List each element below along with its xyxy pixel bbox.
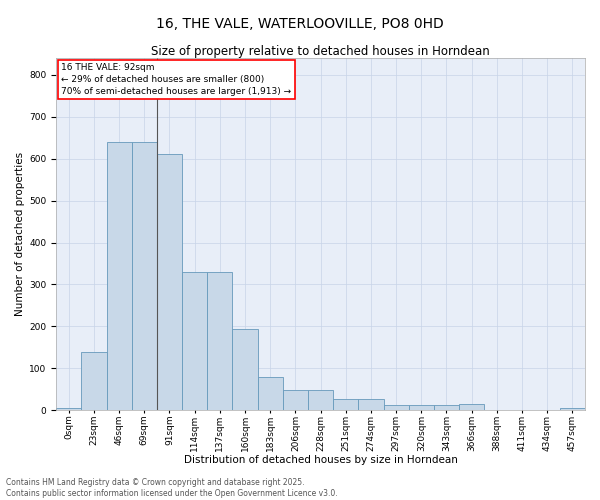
Y-axis label: Number of detached properties: Number of detached properties [15, 152, 25, 316]
Text: Contains HM Land Registry data © Crown copyright and database right 2025.
Contai: Contains HM Land Registry data © Crown c… [6, 478, 338, 498]
Bar [308, 390, 333, 410]
Bar [383, 406, 409, 410]
Bar [207, 272, 232, 410]
Bar [131, 142, 157, 410]
Bar [459, 404, 484, 410]
Bar [82, 352, 107, 410]
Bar [358, 399, 383, 410]
Bar [333, 399, 358, 410]
Text: 16, THE VALE, WATERLOOVILLE, PO8 0HD: 16, THE VALE, WATERLOOVILLE, PO8 0HD [156, 18, 444, 32]
Bar [157, 154, 182, 410]
Bar [107, 142, 131, 410]
Bar [434, 406, 459, 410]
Bar [232, 328, 257, 410]
Bar [560, 408, 585, 410]
Bar [56, 408, 82, 410]
Bar [409, 406, 434, 410]
Bar [283, 390, 308, 410]
X-axis label: Distribution of detached houses by size in Horndean: Distribution of detached houses by size … [184, 455, 458, 465]
Bar [182, 272, 207, 410]
Text: 16 THE VALE: 92sqm
← 29% of detached houses are smaller (800)
70% of semi-detach: 16 THE VALE: 92sqm ← 29% of detached hou… [61, 64, 292, 96]
Bar [257, 376, 283, 410]
Title: Size of property relative to detached houses in Horndean: Size of property relative to detached ho… [151, 45, 490, 58]
